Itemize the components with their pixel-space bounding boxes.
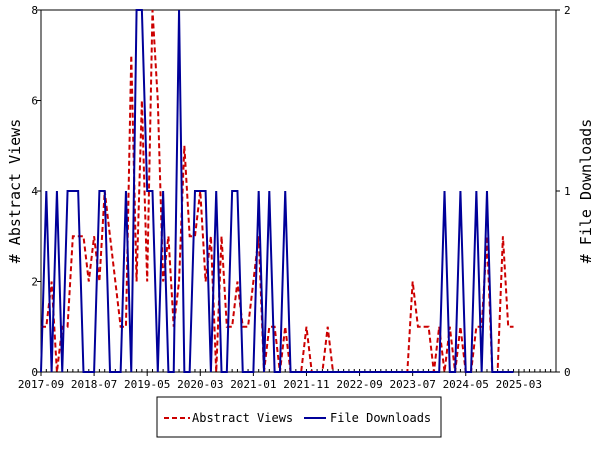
x-tick-label: 2017-09 bbox=[18, 378, 64, 391]
x-tick-label: 2020-03 bbox=[177, 378, 223, 391]
y-left-tick-label: 2 bbox=[31, 276, 38, 289]
y-right-tick-label: 0 bbox=[564, 366, 571, 379]
x-tick-label: 2025-03 bbox=[496, 378, 542, 391]
x-tick-label: 2022-09 bbox=[336, 378, 382, 391]
x-tick-labels: 2017-09 2018-07 2019-05 2020-03 2021-01 2021-… bbox=[18, 372, 542, 391]
legend-label-abstract-views: Abstract Views bbox=[192, 411, 293, 425]
y-right-tick-label: 2 bbox=[564, 4, 571, 17]
y-left-ticks: 0 2 4 6 8 bbox=[31, 4, 41, 379]
x-tick-label: 2018-07 bbox=[71, 378, 117, 391]
legend-label-file-downloads: File Downloads bbox=[330, 411, 431, 425]
y-left-tick-label: 0 bbox=[31, 366, 38, 379]
plot-area bbox=[40, 9, 557, 373]
y-axis-left-title: # Abstract Views bbox=[6, 119, 24, 264]
y-right-tick-label: 1 bbox=[564, 185, 571, 198]
y-right-ticks: 0 1 2 bbox=[556, 4, 571, 379]
y-left-tick-label: 6 bbox=[31, 95, 38, 108]
x-tick-label: 2021-01 bbox=[230, 378, 276, 391]
legend: Abstract Views File Downloads bbox=[156, 396, 442, 438]
y-left-tick-label: 4 bbox=[31, 185, 38, 198]
series-line-file-downloads bbox=[40, 9, 514, 373]
series-line-abstract-views bbox=[41, 9, 514, 373]
x-tick-label: 2024-05 bbox=[443, 378, 489, 391]
x-tick-label: 2021-11 bbox=[283, 378, 329, 391]
x-tick-label: 2023-07 bbox=[389, 378, 435, 391]
y-left-tick-label: 8 bbox=[31, 4, 38, 17]
y-axis-right-title: # File Downloads bbox=[577, 119, 595, 264]
x-tick-label: 2019-05 bbox=[124, 378, 170, 391]
series-layer bbox=[40, 9, 514, 373]
legend-box bbox=[156, 396, 442, 438]
